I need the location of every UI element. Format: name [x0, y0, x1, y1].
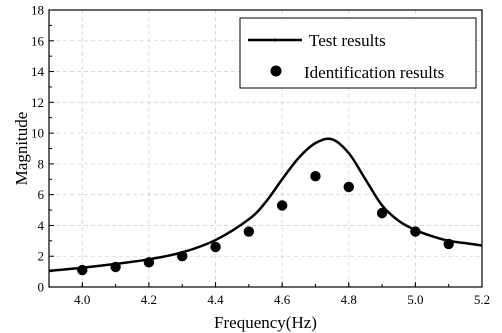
legend-label-identification-results: Identification results: [304, 63, 444, 82]
x-tick-label: 5.0: [407, 292, 423, 307]
y-tick-label: 12: [31, 95, 44, 110]
y-tick-label: 10: [31, 126, 44, 141]
x-tick-label: 4.0: [74, 292, 90, 307]
y-tick-label: 14: [31, 64, 45, 79]
series-line-test-results: [48, 137, 483, 273]
identification-point: [110, 261, 121, 273]
legend: Test results Identification results: [239, 17, 477, 89]
identification-point: [177, 251, 188, 262]
y-tick-label: 0: [38, 280, 45, 295]
identification-point: [443, 238, 454, 250]
x-tick-label: 5.2: [474, 292, 490, 307]
legend-scatter-marker: [270, 65, 282, 77]
identification-point: [210, 241, 221, 253]
identification-point: [410, 226, 421, 237]
y-tick-label: 16: [31, 33, 45, 48]
identification-point: [343, 181, 354, 193]
y-axis-title: Magnitude: [12, 112, 31, 186]
axis-ticks: 4.0 4.2 4.4 4.6 4.8 5.0 5.2 0 2 4 6 8 10 12 14 16 18: [31, 3, 490, 308]
identification-point: [77, 264, 88, 276]
x-axis-title: Frequency(Hz): [214, 313, 317, 332]
x-tick-label: 4.6: [274, 292, 291, 307]
y-tick-label: 6: [38, 187, 45, 202]
identification-point: [243, 226, 255, 237]
y-tick-label: 2: [38, 249, 45, 264]
x-tick-label: 4.4: [207, 292, 224, 307]
x-tick-label: 4.8: [341, 292, 357, 307]
x-tick-label: 4.2: [141, 292, 157, 307]
identification-point: [143, 257, 155, 268]
plot-area: [48, 137, 483, 276]
y-tick-label: 8: [38, 156, 45, 171]
legend-label-test-results: Test results: [309, 31, 386, 50]
y-tick-label: 18: [31, 3, 44, 18]
y-tick-label: 4: [38, 218, 45, 233]
legend-line-dot: [273, 38, 277, 42]
identification-point: [310, 171, 321, 182]
identification-point: [276, 200, 288, 211]
identification-point: [376, 207, 388, 219]
legend-box: [239, 17, 477, 89]
